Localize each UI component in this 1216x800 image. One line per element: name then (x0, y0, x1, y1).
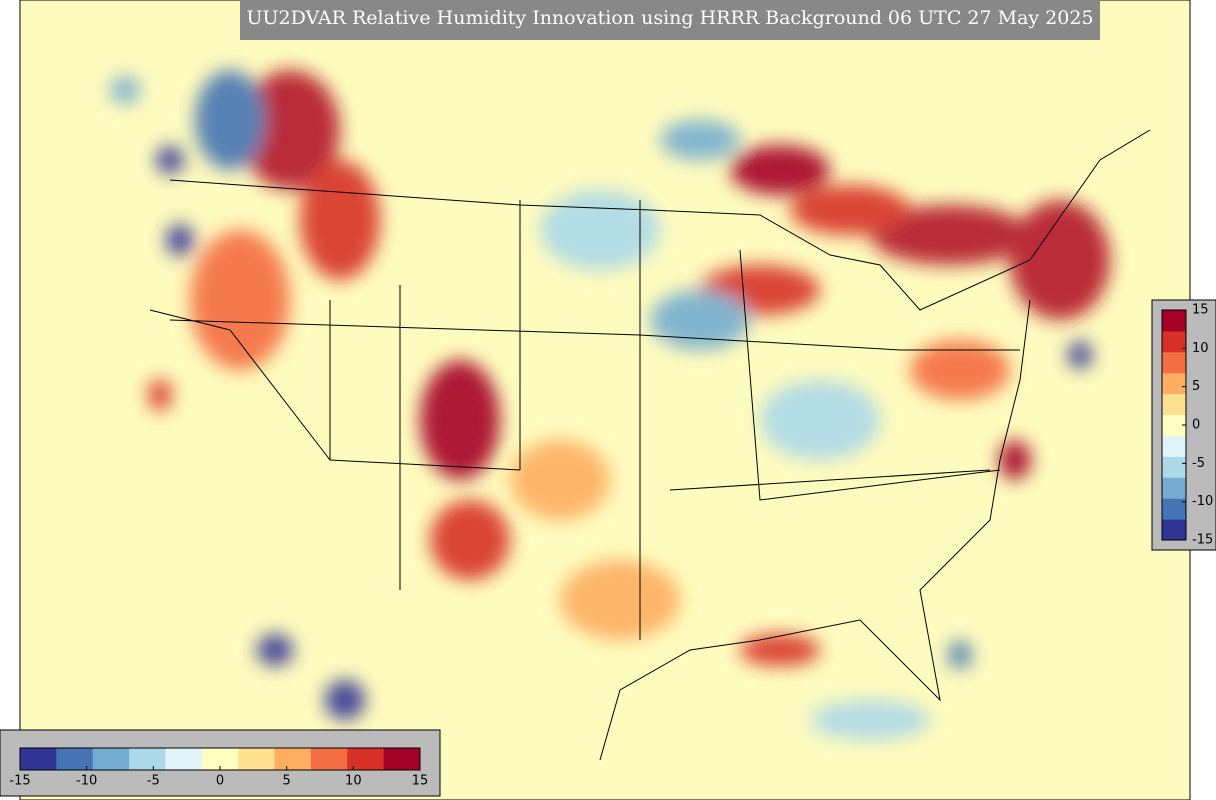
colorbar-segment (1162, 330, 1186, 353)
tick-label: -10 (76, 774, 97, 789)
coastline (169, 129, 1151, 761)
colorbar-segment (92, 748, 130, 770)
colorbar-segment (1162, 498, 1186, 520)
colorbar-segment (1162, 372, 1186, 395)
tick-label: 15 (1192, 303, 1209, 318)
colorbar-segment (165, 748, 203, 770)
tick-label: -15 (1192, 533, 1213, 548)
colorbar-segment (56, 748, 94, 770)
colorbar-segment (238, 748, 276, 770)
tick-label: -5 (147, 774, 160, 789)
colorbar-segment (383, 748, 421, 770)
colorbar-segment (201, 748, 239, 770)
tick-label: 10 (345, 774, 362, 789)
colorbar-segment (347, 748, 385, 770)
title: UU2DVAR Relative Humidity Innovation usi… (246, 7, 1093, 29)
colorbar-segment (1162, 351, 1186, 374)
map (20, 0, 1190, 800)
colorbar-segment (1162, 310, 1186, 332)
colorbar-segment (1162, 477, 1186, 499)
colorbar-segment (1162, 456, 1186, 478)
tick-label: -10 (1192, 494, 1213, 509)
colorbar-segment (1162, 414, 1186, 436)
colorbar-segment (129, 748, 166, 770)
tick-label: 5 (1192, 379, 1200, 394)
colorbar-segment (310, 748, 348, 770)
tick-label: 10 (1192, 341, 1209, 356)
title-box (240, 0, 1100, 40)
tick-label: -15 (9, 774, 30, 789)
tick-label: 0 (216, 774, 224, 789)
tick-label: 15 (412, 774, 429, 789)
tick-label: 0 (1192, 418, 1200, 433)
vertical-colorbar: -15 -10 -5 0 5 10 15 (1161, 303, 1213, 548)
tick-label: -5 (1192, 456, 1205, 471)
colorbar-segment (1162, 519, 1186, 541)
horizontal-colorbar: -15 -10 -5 0 5 10 15 (9, 747, 429, 789)
state-borders (149, 200, 1020, 640)
colorbar-segment (1162, 435, 1186, 457)
colorbar-segment (274, 748, 312, 770)
tick-label: 5 (283, 774, 291, 789)
colorbar-segment (20, 748, 57, 770)
colorbar-segment (1162, 393, 1186, 416)
